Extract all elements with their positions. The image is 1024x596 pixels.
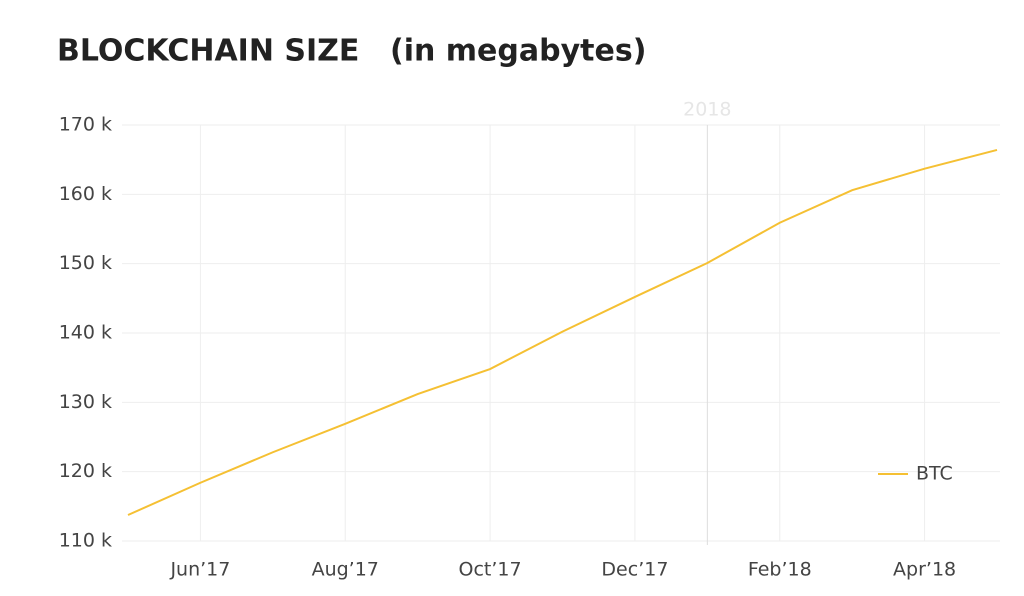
chart-title: BLOCKCHAIN SIZE — [57, 34, 359, 69]
chart-subtitle: (in megabytes) — [390, 34, 646, 69]
y-tick-label: 160 k — [59, 183, 112, 205]
x-tick-label: Oct’17 — [459, 559, 522, 581]
y-tick-label: 110 k — [59, 530, 112, 552]
annotation: 2018 — [683, 99, 731, 121]
legend-label: BTC — [916, 463, 953, 485]
x-tick-label: Aug’17 — [312, 559, 379, 581]
x-tick-label: Jun’17 — [169, 559, 230, 581]
y-tick-label: 120 k — [59, 460, 112, 482]
x-tick-label: Feb’18 — [748, 559, 812, 581]
data-line — [127, 148, 998, 516]
x-tick-label: Apr’18 — [893, 559, 956, 581]
y-tick-label: 140 k — [59, 322, 112, 344]
y-tick-label: 170 k — [59, 114, 112, 136]
y-tick-label: 130 k — [59, 391, 112, 413]
x-tick-label: Dec’17 — [601, 559, 668, 581]
y-tick-label: 150 k — [59, 252, 112, 274]
